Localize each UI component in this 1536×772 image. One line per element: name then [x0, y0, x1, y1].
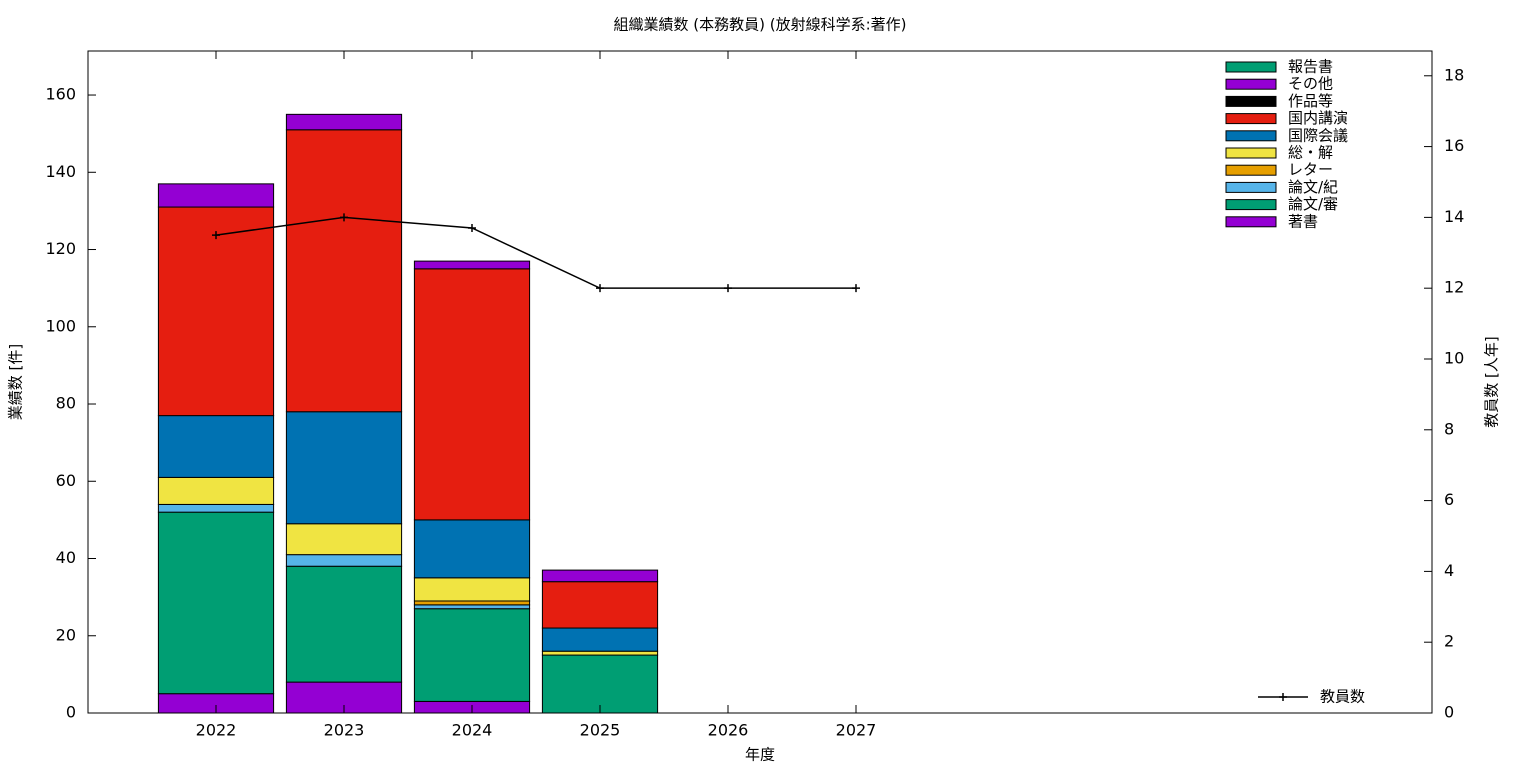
bar-segment: [413, 600, 531, 606]
y2-tick-label: 4: [1444, 561, 1454, 580]
legend-label: 国内講演: [1288, 109, 1348, 127]
chart-title: 組織業績数 (本務教員) (放射線科学系:著作): [614, 16, 907, 34]
x-axis-label: 年度: [745, 746, 775, 764]
y2-tick-label: 12: [1444, 278, 1464, 297]
bar-segment: [413, 608, 531, 702]
y2-axis-label: 教員数 [人年]: [1483, 336, 1501, 427]
bar-segment: [541, 627, 659, 652]
bar-segment: [413, 519, 531, 579]
bar-segment: [541, 654, 659, 714]
legend-swatch: [1225, 113, 1277, 125]
x-tick-label: 2022: [196, 721, 237, 740]
bar-segment: [541, 650, 659, 656]
legend-label: レター: [1288, 161, 1333, 179]
y-tick-label: 40: [56, 548, 76, 567]
bar-segment: [157, 415, 275, 478]
bar-segment: [285, 523, 403, 556]
y2-tick-label: 2: [1444, 632, 1454, 651]
bar-segment: [413, 268, 531, 521]
line-point: [852, 284, 860, 293]
bar-segment: [413, 604, 531, 610]
legend-label: 教員数: [1320, 688, 1365, 706]
y-tick-label: 140: [45, 162, 76, 181]
line-point: [340, 213, 348, 222]
legend-label: 国際会議: [1288, 126, 1348, 144]
x-tick-label: 2023: [324, 721, 365, 740]
bar-segment: [541, 581, 659, 629]
y-tick-label: 0: [66, 703, 76, 722]
legend-swatch: [1225, 95, 1277, 107]
legend-label: 著書: [1288, 212, 1318, 230]
y2-tick-label: 18: [1444, 65, 1464, 84]
legend-label: その他: [1288, 75, 1333, 93]
bar-segment: [157, 476, 275, 505]
legend-swatch: [1225, 216, 1277, 228]
bar-segment: [285, 554, 403, 567]
y-tick-label: 160: [45, 85, 76, 104]
legend-swatch: [1225, 78, 1277, 90]
y-axis-label: 業績数 [件]: [7, 344, 25, 420]
y2-tick-label: 8: [1444, 419, 1454, 438]
y2-tick-label: 14: [1444, 207, 1464, 226]
line-point: [212, 231, 220, 240]
y-tick-label: 120: [45, 239, 76, 258]
y-tick-label: 100: [45, 316, 76, 335]
bar-segment: [413, 577, 531, 602]
bar-segment: [285, 565, 403, 683]
legend-label: 作品等: [1288, 92, 1333, 110]
bar-segment: [157, 206, 275, 417]
x-tick-label: 2025: [580, 721, 621, 740]
line: [215, 216, 856, 289]
bar-segment: [157, 183, 275, 208]
legend-swatch: [1225, 61, 1277, 73]
bar-segment: [413, 260, 531, 270]
y2-tick-label: 10: [1444, 348, 1464, 367]
bar-segment: [285, 411, 403, 525]
bar-segment: [157, 503, 275, 513]
bar-segment: [541, 569, 659, 583]
y-tick-label: 20: [56, 625, 76, 644]
y-tick-label: 60: [56, 471, 76, 490]
legend-label: 論文/審: [1288, 195, 1338, 213]
y2-tick-label: 6: [1444, 490, 1454, 509]
line-point: [468, 224, 476, 233]
line-point: [724, 284, 732, 293]
line-point: [596, 284, 604, 293]
legend-point: [1279, 693, 1287, 701]
legend-label: 報告書: [1288, 58, 1333, 76]
x-tick-label: 2026: [708, 721, 749, 740]
y2-tick-label: 16: [1444, 136, 1464, 155]
bar-segment: [157, 511, 275, 695]
legend-swatch: [1225, 199, 1277, 211]
bar-segment: [285, 113, 403, 131]
legend-label: 論文/紀: [1288, 178, 1338, 196]
legend-swatch: [1225, 181, 1277, 193]
y2-tick-label: 0: [1444, 703, 1454, 722]
legend-label: 総・解: [1288, 144, 1333, 162]
x-tick-label: 2027: [836, 721, 877, 740]
plot-frame: [87, 50, 1433, 714]
legend-swatch: [1225, 147, 1277, 159]
y-tick-label: 80: [56, 394, 76, 413]
bar-segment: [285, 129, 403, 413]
x-tick-label: 2024: [452, 721, 493, 740]
legend-swatch: [1225, 130, 1277, 142]
legend-swatch: [1225, 164, 1277, 176]
